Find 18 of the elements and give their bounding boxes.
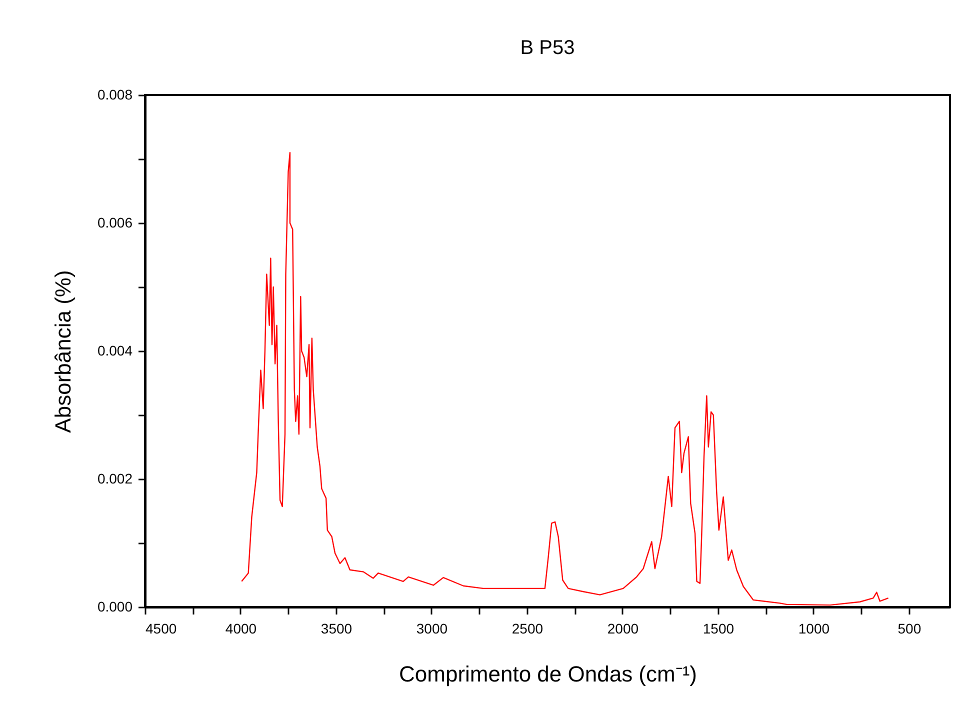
y-axis-title: Absorbância (%)	[50, 270, 76, 433]
y-tick-label: 0.002	[97, 470, 133, 486]
x-tick-label: 4500	[146, 620, 177, 636]
y-tick-label: 0.004	[97, 342, 133, 358]
x-tick-label: 2500	[512, 620, 544, 636]
x-tick-label: 500	[898, 620, 922, 636]
x-axis-title: Comprimento de Ondas (cm⁻¹)	[399, 662, 697, 686]
y-tick-label: 0.008	[97, 86, 133, 102]
x-tick-label: 2000	[607, 620, 639, 636]
line-series	[241, 152, 889, 606]
y-tick-label: 0.000	[97, 598, 133, 614]
x-tick-label: 3500	[320, 620, 352, 636]
x-tick-label: 3000	[416, 620, 448, 636]
x-tick-label: 4000	[225, 620, 257, 636]
y-tick-label: 0.006	[97, 214, 133, 230]
x-tick-label: 1000	[798, 620, 830, 636]
chart-title: B P53	[520, 37, 575, 59]
x-tick-label: 1500	[702, 620, 734, 636]
